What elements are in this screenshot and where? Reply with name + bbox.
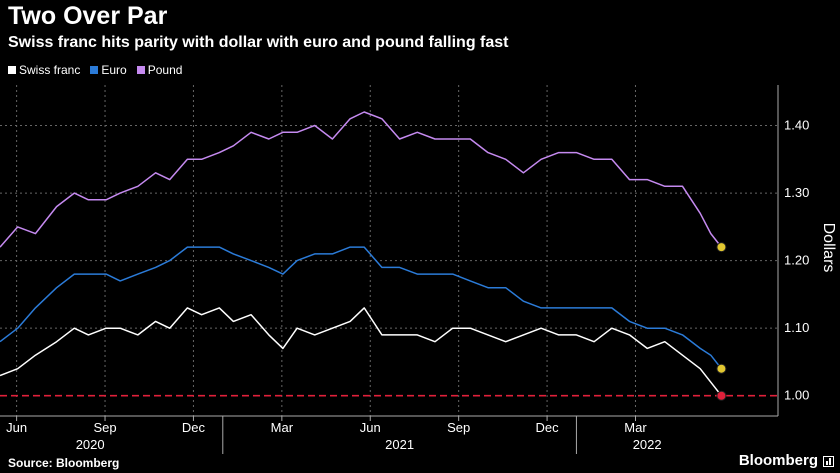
y-tick-label: 1.00 — [784, 388, 809, 403]
year-label: 2022 — [633, 437, 662, 452]
legend-item-swiss-franc: Swiss franc — [8, 63, 80, 77]
x-tick-label: Jun — [6, 420, 27, 435]
x-tick-label: Mar — [624, 420, 647, 435]
year-label: 2020 — [76, 437, 105, 452]
x-tick-label: Mar — [271, 420, 294, 435]
y-tick-label: 1.10 — [784, 320, 809, 335]
legend-item-pound: Pound — [136, 63, 183, 77]
legend-label-pound: Pound — [147, 63, 183, 77]
x-tick-label: Dec — [536, 420, 560, 435]
legend-swatch-pound — [136, 66, 145, 74]
y-tick-label: 1.30 — [784, 185, 809, 200]
chart-subtitle: Swiss franc hits parity with dollar with… — [8, 34, 509, 51]
y-tick-label: 1.20 — [784, 253, 809, 268]
series-line-swiss-franc — [0, 307, 722, 397]
x-tick-label: Sep — [93, 420, 116, 435]
end-marker-swiss-franc — [716, 390, 727, 401]
y-axis-title: Dollars — [820, 223, 837, 273]
x-tick-label: Sep — [447, 420, 470, 435]
bar-chart-icon — [823, 456, 834, 467]
x-tick-label: Jun — [360, 420, 381, 435]
legend-swatch-euro — [90, 66, 99, 74]
source-note: Source: Bloomberg — [8, 456, 120, 470]
end-marker-euro — [716, 363, 727, 374]
legend-label-euro: Euro — [101, 63, 127, 77]
x-tick-label: Dec — [182, 420, 206, 435]
series-line-euro — [0, 246, 722, 370]
end-marker-pound — [716, 242, 727, 253]
legend-label-swiss-franc: Swiss franc — [19, 63, 81, 77]
legend: Swiss franc Euro Pound — [8, 63, 182, 77]
brand-logo: Bloomberg — [738, 452, 818, 469]
y-tick-label: 1.40 — [784, 118, 809, 133]
legend-item-euro: Euro — [90, 63, 127, 77]
legend-swatch-swiss-franc — [8, 66, 16, 74]
year-label: 2021 — [385, 437, 414, 452]
chart-title: Two Over Par — [8, 2, 168, 30]
series-line-pound — [0, 111, 722, 248]
